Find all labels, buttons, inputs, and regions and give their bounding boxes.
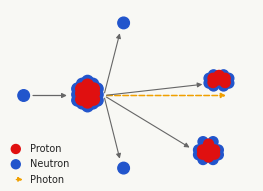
Circle shape <box>87 97 99 109</box>
Text: Proton: Proton <box>30 144 62 154</box>
Circle shape <box>194 150 204 160</box>
Circle shape <box>77 97 88 109</box>
Circle shape <box>82 81 93 93</box>
Circle shape <box>213 145 223 155</box>
Circle shape <box>82 75 93 87</box>
Circle shape <box>220 78 230 87</box>
Circle shape <box>88 94 99 105</box>
Circle shape <box>82 91 93 102</box>
Circle shape <box>92 83 103 95</box>
Text: Neutron: Neutron <box>30 159 70 169</box>
Circle shape <box>88 88 99 99</box>
Circle shape <box>82 100 93 112</box>
Circle shape <box>88 83 99 95</box>
Circle shape <box>219 70 229 80</box>
Circle shape <box>208 73 218 83</box>
Circle shape <box>76 83 87 95</box>
Circle shape <box>224 73 234 83</box>
Circle shape <box>208 137 218 147</box>
Circle shape <box>219 81 229 91</box>
Circle shape <box>77 78 88 90</box>
Circle shape <box>220 73 230 83</box>
Circle shape <box>204 142 214 152</box>
Circle shape <box>11 145 20 153</box>
Circle shape <box>72 95 83 106</box>
Circle shape <box>198 137 208 147</box>
Circle shape <box>213 150 223 160</box>
Circle shape <box>208 155 218 164</box>
Circle shape <box>210 149 220 159</box>
Circle shape <box>11 160 20 169</box>
Circle shape <box>214 70 224 80</box>
Circle shape <box>72 83 83 95</box>
Circle shape <box>204 146 214 156</box>
Circle shape <box>204 152 214 162</box>
Circle shape <box>76 94 87 105</box>
Circle shape <box>209 70 219 80</box>
Circle shape <box>198 149 208 159</box>
Circle shape <box>198 145 208 155</box>
Circle shape <box>198 155 208 164</box>
Circle shape <box>209 81 219 91</box>
Circle shape <box>82 96 93 108</box>
Circle shape <box>92 89 103 100</box>
Text: Photon: Photon <box>30 175 64 185</box>
Circle shape <box>224 78 234 88</box>
Circle shape <box>76 88 87 99</box>
Circle shape <box>194 145 204 155</box>
Circle shape <box>92 95 103 106</box>
Circle shape <box>87 78 99 90</box>
Circle shape <box>72 89 83 100</box>
Circle shape <box>208 78 218 87</box>
Circle shape <box>210 145 220 155</box>
Circle shape <box>82 85 93 96</box>
Circle shape <box>204 139 214 149</box>
Circle shape <box>118 162 129 174</box>
Circle shape <box>18 90 29 101</box>
Circle shape <box>214 75 224 85</box>
Circle shape <box>82 79 93 91</box>
Circle shape <box>118 17 129 29</box>
Circle shape <box>204 78 214 88</box>
Circle shape <box>204 73 214 83</box>
